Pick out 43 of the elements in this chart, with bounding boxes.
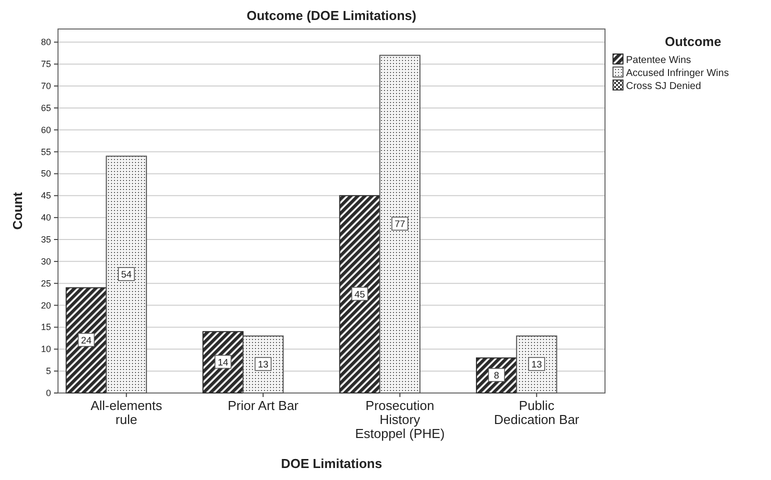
data-label: 54 xyxy=(121,270,132,281)
y-tick-label: 15 xyxy=(40,322,51,332)
y-tick-label: 55 xyxy=(40,146,51,157)
y-tick-label: 10 xyxy=(40,344,51,354)
data-label: 13 xyxy=(531,359,542,370)
y-tick-label: 50 xyxy=(40,168,51,179)
y-tick-label: 70 xyxy=(40,81,51,92)
bar xyxy=(242,335,284,394)
legend-label: Cross SJ Denied xyxy=(626,81,702,92)
data-label: 45 xyxy=(354,289,366,300)
x-tick-label: Public Dedication Bar xyxy=(494,398,580,427)
y-tick-label: 80 xyxy=(40,37,51,48)
y-tick-label: 40 xyxy=(40,212,51,223)
legend-label: Patentee Wins xyxy=(626,55,692,66)
y-tick-label: 35 xyxy=(40,234,51,245)
data-label: 24 xyxy=(80,335,92,346)
data-label: 13 xyxy=(258,359,268,370)
bar xyxy=(516,335,558,394)
x-tick-label: Prior Art Bar xyxy=(228,398,300,413)
y-tick-label: 60 xyxy=(40,124,51,135)
bar xyxy=(202,331,244,394)
y-tick-label: 65 xyxy=(40,102,51,113)
data-label: 14 xyxy=(218,357,228,368)
x-tick-label: All-elements rule xyxy=(90,398,163,427)
chart-title: Outcome (DOE Limitations) xyxy=(246,8,416,23)
y-tick-label: 30 xyxy=(40,256,51,266)
y-tick-label: 5 xyxy=(46,366,51,376)
y-tick-label: 75 xyxy=(40,59,51,70)
data-label: 77 xyxy=(394,219,406,230)
x-axis-title: DOE Limitations xyxy=(280,456,382,471)
bar xyxy=(106,156,147,394)
bar xyxy=(66,287,107,394)
bar xyxy=(339,195,380,394)
y-tick-label: 0 xyxy=(46,388,51,398)
y-tick-label: 25 xyxy=(40,278,51,288)
y-tick-label: 45 xyxy=(40,190,51,201)
data-label: 8 xyxy=(494,370,500,382)
legend-label: Accused Infringer Wins xyxy=(626,68,729,79)
y-axis-title: Count xyxy=(10,192,25,230)
y-tick-label: 20 xyxy=(40,300,51,310)
legend-title: Outcome xyxy=(664,34,722,49)
bar xyxy=(379,54,420,394)
x-tick-label: Prosecution History Estoppel (PHE) xyxy=(355,398,445,441)
